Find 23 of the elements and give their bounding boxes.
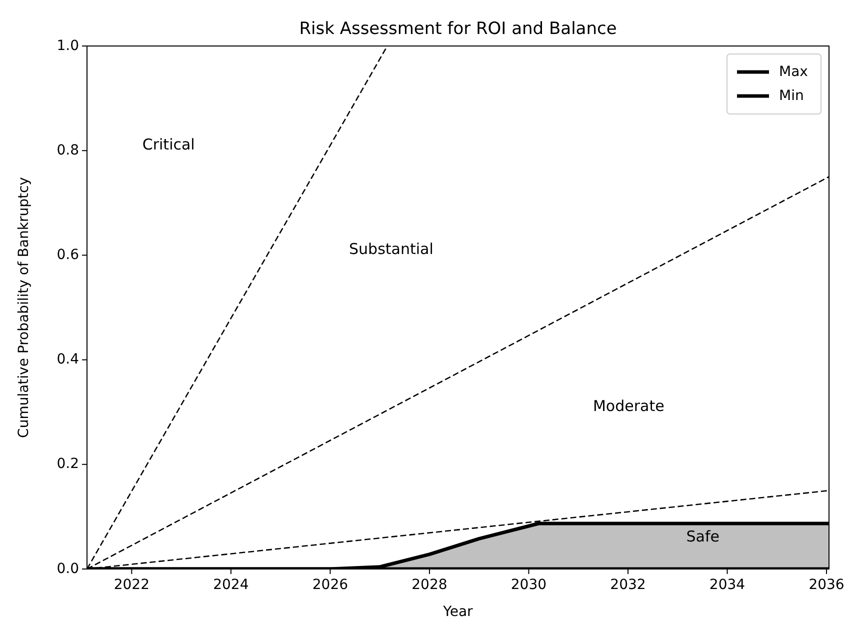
legend-label: Min xyxy=(779,88,804,104)
x-tick-label: 2030 xyxy=(510,577,547,593)
annotation: Safe xyxy=(686,528,720,546)
y-tick-label: 0.6 xyxy=(56,247,80,264)
x-tick-label: 2028 xyxy=(412,577,448,593)
y-tick-label: 0.0 xyxy=(56,560,79,577)
chart-title: Risk Assessment for ROI and Balance xyxy=(299,19,617,39)
y-tick-label: 0.2 xyxy=(56,456,79,472)
x-tick-label: 2024 xyxy=(213,577,249,593)
y-tick-label: 0.4 xyxy=(56,352,80,368)
y-tick-label: 1.0 xyxy=(56,38,79,54)
annotation: Substantial xyxy=(349,240,434,258)
x-tick-label: 2034 xyxy=(709,577,746,593)
annotation: Critical xyxy=(142,135,195,154)
legend-label: Max xyxy=(779,64,808,80)
x-tick-label: 2026 xyxy=(312,577,348,593)
x-axis-title: Year xyxy=(442,604,474,620)
y-tick-label: 0.8 xyxy=(56,142,79,158)
y-axis-title: Cumulative Probability of Bankruptcy xyxy=(16,177,32,438)
x-tick-label: 2036 xyxy=(808,577,844,593)
x-tick-label: 2032 xyxy=(610,577,646,593)
annotation: Moderate xyxy=(592,396,664,415)
x-tick-label: 2022 xyxy=(114,577,150,593)
